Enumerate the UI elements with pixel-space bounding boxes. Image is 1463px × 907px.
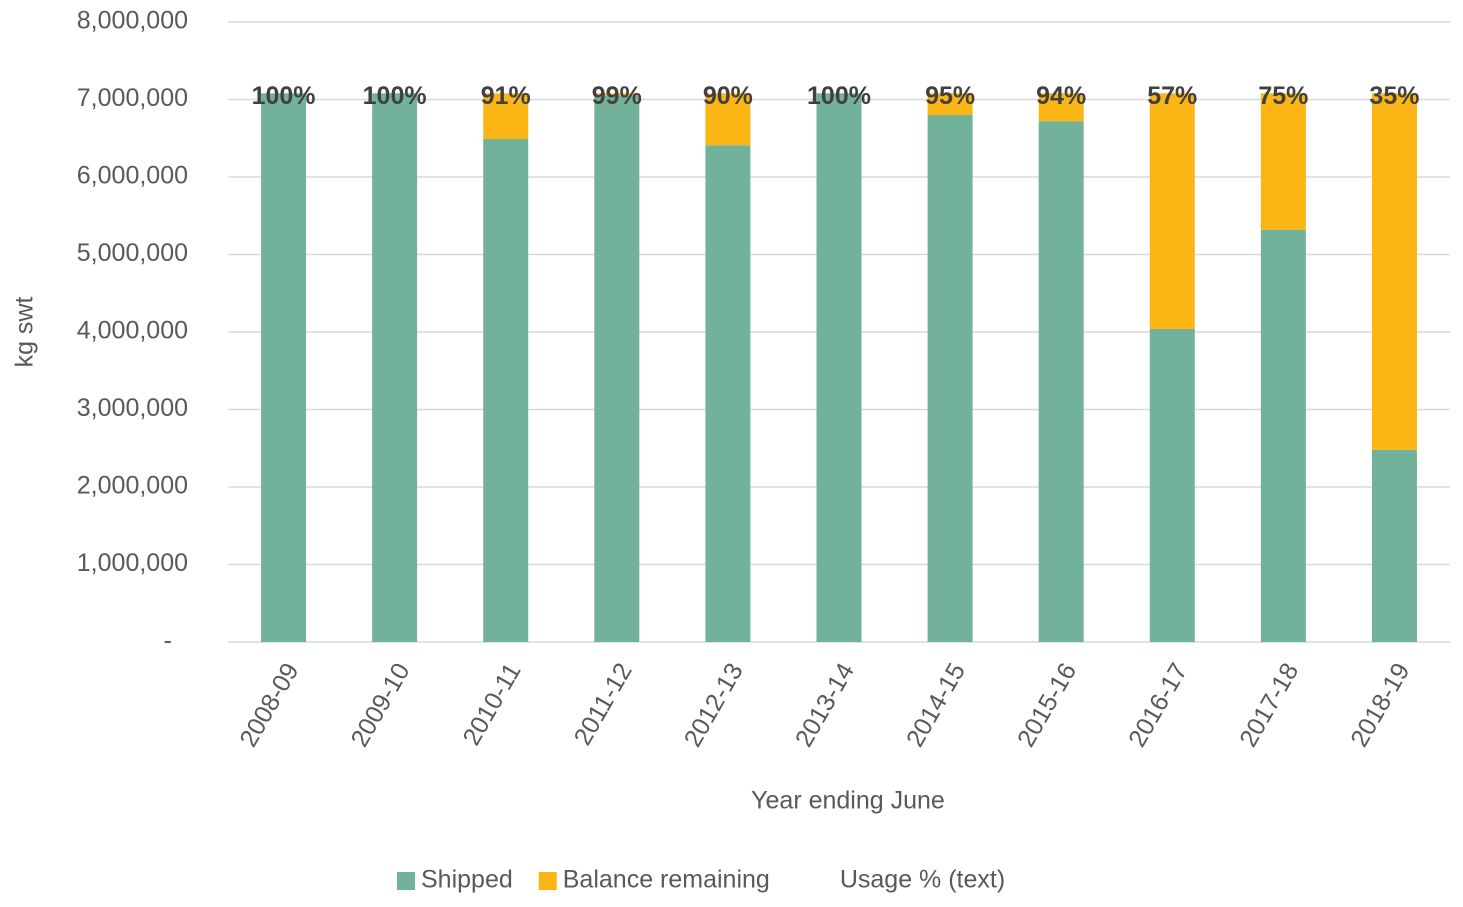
y-tick-label: 6,000,000 <box>77 162 188 190</box>
bar-segment <box>1260 229 1306 642</box>
y-tick-label: 3,000,000 <box>77 394 188 422</box>
data-label: 99% <box>592 82 642 110</box>
x-tick-label: 2010-11 <box>457 658 526 750</box>
legend-swatch <box>397 872 415 890</box>
bar-segment <box>594 95 640 642</box>
bar-segment <box>1038 121 1084 642</box>
data-label: 95% <box>925 82 975 110</box>
bar-segment <box>1371 93 1417 450</box>
bar-segment <box>816 93 862 643</box>
bar-segment <box>594 93 640 96</box>
x-tick-label: 2011-12 <box>569 658 638 750</box>
bar-segment <box>261 93 307 643</box>
bar-segment <box>1260 93 1306 230</box>
x-axis-title: Year ending June <box>751 787 945 815</box>
data-label: 100% <box>363 82 427 110</box>
y-tick-label: 7,000,000 <box>77 84 188 112</box>
data-label: 94% <box>1036 82 1086 110</box>
x-tick-label: 2013-14 <box>790 658 860 752</box>
x-tick-label: 2016-17 <box>1123 658 1193 751</box>
y-tick-label: 8,000,000 <box>77 7 188 35</box>
y-tick-label: 5,000,000 <box>77 239 188 267</box>
data-label: 100% <box>807 82 871 110</box>
data-label: 100% <box>252 82 316 110</box>
bar-segment <box>1038 93 1084 122</box>
x-tick-label: 2018-19 <box>1345 658 1415 751</box>
data-label: 90% <box>703 82 753 110</box>
bar-segment <box>483 139 529 642</box>
y-tick-label: 1,000,000 <box>77 549 188 577</box>
bar-segment <box>372 93 418 643</box>
legend-label: Shipped <box>421 866 513 894</box>
data-label: 57% <box>1147 82 1197 110</box>
bar-segment <box>1149 328 1195 642</box>
data-label: 75% <box>1258 82 1308 110</box>
y-tick-label: - <box>164 627 172 655</box>
data-label: 35% <box>1369 82 1419 110</box>
x-tick-label: 2009-10 <box>345 658 415 751</box>
y-tick-label: 4,000,000 <box>77 317 188 345</box>
x-tick-label: 2012-13 <box>679 658 749 751</box>
bar-segment <box>1149 93 1195 329</box>
data-label: 91% <box>481 82 531 110</box>
x-tick-label: 2014-15 <box>901 658 971 751</box>
legend-swatch <box>538 872 557 890</box>
x-tick-label: 2015-16 <box>1012 658 1082 751</box>
legend-label: Balance remaining <box>563 866 770 894</box>
bar-segment <box>483 93 529 140</box>
y-axis-title: kg swt <box>11 297 39 368</box>
bar-segment <box>927 93 973 115</box>
x-tick-label: 2008-09 <box>234 658 304 751</box>
bar-segment <box>1371 449 1417 642</box>
bar-segment <box>927 115 973 642</box>
bar-segment <box>705 145 751 642</box>
y-tick-label: 2,000,000 <box>77 472 188 500</box>
legend-label: Usage % (text) <box>840 866 1005 894</box>
bar-segment <box>705 93 751 146</box>
x-tick-label: 2017-18 <box>1234 658 1304 751</box>
